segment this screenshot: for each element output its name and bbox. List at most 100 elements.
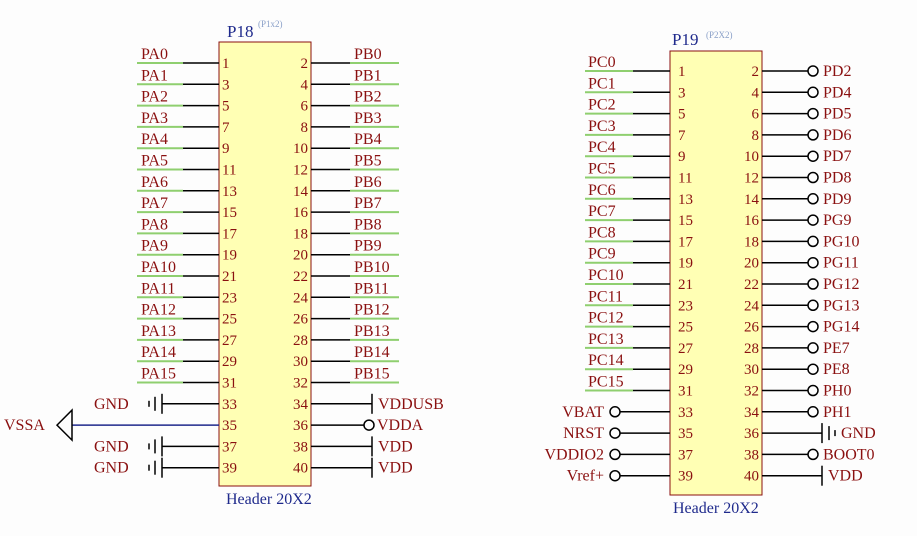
port-circle-icon bbox=[807, 65, 819, 77]
net-label: PA1 bbox=[141, 67, 168, 84]
net-label: PG9 bbox=[823, 212, 851, 229]
net-label: PD4 bbox=[823, 84, 851, 101]
p18-pin-number: 3 bbox=[222, 77, 230, 93]
p18-body bbox=[218, 41, 312, 487]
net-label: PA0 bbox=[141, 46, 168, 63]
power-net-label: GND bbox=[94, 396, 129, 413]
power-net-label: Vref+ bbox=[567, 468, 604, 485]
p18-pin-number: 4 bbox=[301, 77, 309, 93]
net-label: PB15 bbox=[354, 366, 390, 383]
p18-pin-number: 21 bbox=[222, 269, 237, 285]
port-circle-icon bbox=[807, 129, 819, 141]
net-label: PC3 bbox=[588, 118, 616, 135]
net-label: PA9 bbox=[141, 238, 168, 255]
net-label: PC10 bbox=[588, 267, 624, 284]
net-label: PD8 bbox=[823, 170, 851, 187]
p19-designator: P19 bbox=[672, 30, 698, 49]
net-label: PD2 bbox=[823, 63, 851, 80]
net-label: PB7 bbox=[354, 195, 382, 212]
net-label: PH0 bbox=[823, 383, 851, 400]
net-label: PB14 bbox=[354, 344, 390, 361]
p19-pin-number: 4 bbox=[752, 85, 760, 101]
net-label: PG10 bbox=[823, 233, 859, 250]
p18-pin-number: 30 bbox=[293, 354, 308, 370]
p19-pin-number: 16 bbox=[744, 213, 760, 229]
p19-pin-number: 8 bbox=[752, 128, 760, 144]
net-label: BOOT0 bbox=[823, 446, 875, 463]
p18-pin-number: 32 bbox=[293, 376, 308, 392]
power-net-label: VDD bbox=[378, 460, 413, 477]
port-circle-icon bbox=[807, 193, 819, 205]
p18-pin-number: 40 bbox=[293, 461, 308, 477]
p19-pin-number: 29 bbox=[678, 362, 693, 378]
port-circle-icon bbox=[807, 299, 819, 312]
p18-pin-number: 28 bbox=[293, 333, 308, 349]
net-label: PB1 bbox=[354, 67, 382, 84]
p18-pin-number: 39 bbox=[222, 461, 237, 477]
net-label: PB10 bbox=[354, 259, 390, 276]
p19-pin-number: 35 bbox=[678, 426, 693, 442]
p19-pin-number: 39 bbox=[678, 469, 693, 485]
p19-body bbox=[669, 50, 763, 496]
port-circle-icon bbox=[807, 363, 819, 375]
p18-pin-number: 8 bbox=[301, 120, 309, 136]
net-label: PC5 bbox=[588, 161, 616, 178]
p18-pin-number: 33 bbox=[222, 397, 237, 413]
port-circle-icon bbox=[807, 342, 819, 354]
net-label: PB13 bbox=[354, 323, 390, 340]
p19-pin-number: 2 bbox=[752, 64, 760, 80]
port-circle-icon bbox=[807, 256, 819, 269]
p18-pin-number: 38 bbox=[293, 439, 308, 455]
net-label: PA5 bbox=[141, 153, 168, 170]
net-label: PB9 bbox=[354, 238, 382, 255]
net-label: PG11 bbox=[823, 255, 859, 272]
p18-pin-number: 27 bbox=[222, 333, 238, 349]
port-circle-icon bbox=[807, 406, 819, 418]
port-circle-icon bbox=[807, 150, 819, 162]
p18-pin-number: 13 bbox=[222, 184, 237, 200]
power-net-label: VDD bbox=[828, 468, 863, 485]
p18-pin-number: 24 bbox=[293, 290, 309, 306]
net-label: PA11 bbox=[141, 280, 175, 297]
net-label: PC6 bbox=[588, 182, 616, 199]
net-label: PC15 bbox=[588, 374, 624, 391]
net-label: PA3 bbox=[141, 110, 168, 127]
p19-comment: (P2X2) bbox=[706, 30, 733, 40]
p19-pin-number: 32 bbox=[744, 384, 759, 400]
p19-pin-number: 17 bbox=[678, 234, 694, 250]
net-label: PC2 bbox=[588, 97, 616, 114]
net-label: PG13 bbox=[823, 297, 859, 314]
port-circle-icon bbox=[609, 406, 621, 418]
port-arrow-icon bbox=[55, 408, 73, 442]
p19-pin-number: 36 bbox=[744, 426, 760, 442]
net-label: PC9 bbox=[588, 246, 616, 263]
p19-pin-number: 14 bbox=[744, 192, 760, 208]
p18-title: Header 20X2 bbox=[226, 491, 312, 508]
p19-pin-number: 33 bbox=[678, 405, 693, 421]
net-label: PA15 bbox=[141, 366, 176, 383]
p18-pin-number: 9 bbox=[222, 141, 230, 157]
net-label: PG12 bbox=[823, 276, 859, 293]
net-label: PA6 bbox=[141, 174, 168, 191]
p18-pin-number: 1 bbox=[222, 56, 230, 72]
p18-pin-number: 19 bbox=[222, 248, 237, 264]
net-label: PH1 bbox=[823, 404, 851, 421]
net-label: PA12 bbox=[141, 302, 176, 319]
p19-pin-number: 20 bbox=[744, 256, 759, 272]
p19-pin-number: 19 bbox=[678, 256, 693, 272]
p18-pin-number: 17 bbox=[222, 226, 238, 242]
power-net-label: VSSA bbox=[4, 417, 45, 434]
p18-pin-number: 2 bbox=[301, 56, 309, 72]
p19-pin-number: 22 bbox=[744, 277, 759, 293]
net-label: PG14 bbox=[823, 319, 859, 336]
port-circle-icon bbox=[609, 427, 621, 439]
p19-pin-number: 1 bbox=[678, 64, 686, 80]
p19-pin-number: 13 bbox=[678, 192, 693, 208]
p19-pin-number: 12 bbox=[744, 171, 759, 187]
power-net-label: GND bbox=[94, 438, 129, 455]
net-label: PB12 bbox=[354, 302, 390, 319]
p18-comment: (P1x2) bbox=[258, 19, 283, 29]
p18-pin-number: 18 bbox=[293, 226, 308, 242]
net-label: PB5 bbox=[354, 153, 382, 170]
port-circle-icon bbox=[807, 235, 819, 248]
